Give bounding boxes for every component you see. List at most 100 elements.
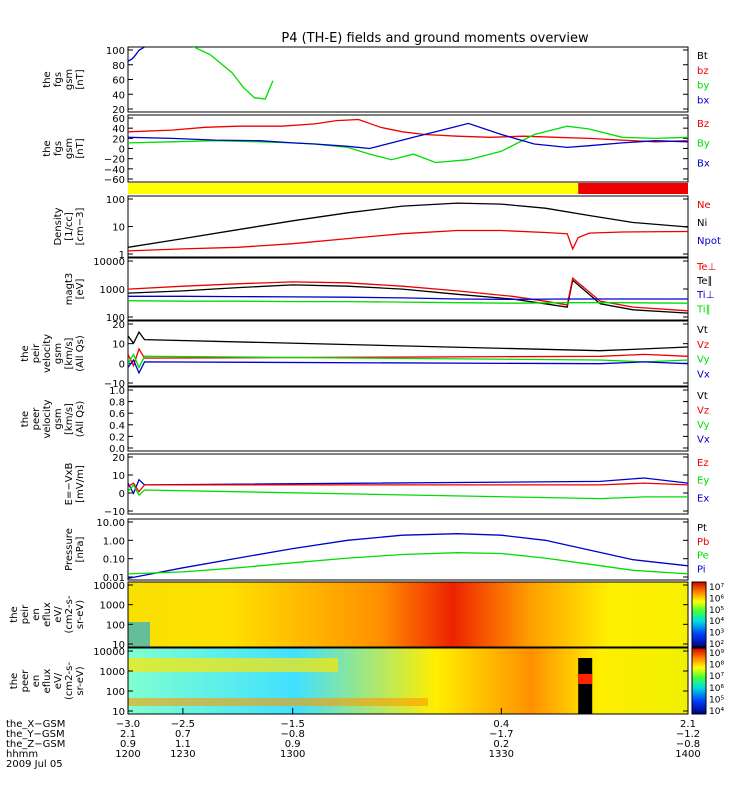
exb-legend-Ez: Ez — [697, 458, 709, 469]
peer-velocity-y-tick: 1.0 — [109, 386, 125, 397]
peer-spec-y-tick: 100 — [106, 687, 125, 698]
pressure-frame — [127, 518, 689, 581]
panel-mode-bar — [128, 183, 688, 194]
peir-spec-y-label: the — [9, 606, 20, 622]
fgs-bt-y-tick: 20 — [112, 105, 125, 116]
fgs-bt-y-tick: 60 — [112, 76, 125, 87]
fgs-gsm-y-tick: 60 — [112, 114, 125, 125]
peir-spec-y-label: peir — [20, 604, 31, 624]
x-row-value: 1.1 — [175, 739, 191, 750]
peer-velocity-y-tick: 0.6 — [109, 409, 125, 420]
peir-spec-y-label: eflux — [42, 602, 53, 627]
pressure-y-tick: 0.01 — [103, 573, 125, 584]
panel-magt3: 10000 1000 100 magt3 [eV] Te⊥ Te∥ Ti⊥ Ti∥ — [64, 257, 716, 324]
x-row-value: 0.9 — [120, 739, 136, 750]
magt3-legend-Te⊥: Te⊥ — [696, 262, 716, 273]
panel-fgs-bt: 100 80 60 40 20 the fgs gsm [nT] Bt bz by bx — [42, 46, 709, 116]
peir-velocity-y-tick: −10 — [104, 379, 125, 390]
exb-y-tick: 20 — [112, 453, 125, 464]
peer-gap-top — [578, 674, 593, 684]
magt3-y-label: [eV] — [75, 279, 86, 300]
pressure-y-tick: 10.00 — [96, 518, 125, 529]
panel-peer-velocity: 1.00.80.60.40.20.0 the peer velocity gsm [km/… — [20, 386, 710, 455]
peir-spec-frame — [127, 581, 689, 648]
peer-velocity-legend-Vz: Vz — [697, 406, 709, 417]
peir-spec-y-tick: 10000 — [93, 581, 125, 592]
density-y-tick: 10 — [112, 223, 125, 234]
peir-spec-colorbar-tick: 10⁶ — [709, 594, 724, 604]
peir-spec-colorbar — [691, 581, 707, 648]
peir-spec-colorbar-tick: 10⁷ — [709, 583, 724, 593]
peer-spec-y-label: (cm2-s- — [64, 662, 75, 700]
peer-velocity-y-tick: 0.4 — [109, 421, 125, 432]
peer-spec-y-tick: 1000 — [100, 667, 125, 678]
exb-y-label: E=−VxB — [64, 463, 75, 506]
peir-velocity-series-Vz — [128, 347, 688, 368]
peer-velocity-y-tick: 0.0 — [109, 444, 125, 455]
magt3-legend-Te∥: Te∥ — [696, 276, 713, 287]
peir-velocity-y-label: gsm — [53, 343, 64, 364]
peir-spec-y-label: (cm2-s- — [64, 595, 75, 633]
x-row-value: −2.5 — [171, 719, 195, 730]
fgs-bt-y-label: [nT] — [75, 69, 86, 89]
peer-lower-band — [128, 698, 428, 706]
peir-spec-y-label: en — [31, 608, 42, 621]
peer-gap — [578, 658, 593, 714]
peir-spec-heatmap — [128, 582, 688, 647]
fgs-gsm-series-By — [128, 125, 688, 164]
exb-y-label: [mV/m] — [75, 465, 86, 503]
fgs-gsm-legend-Bx: Bx — [697, 158, 710, 169]
pressure-series-Pi — [128, 533, 688, 580]
x-row-value: 1300 — [280, 749, 305, 760]
magt3-legend-Ti∥: Ti∥ — [696, 304, 711, 315]
fgs-bt-y-tick: 80 — [112, 61, 125, 72]
x-row-label: the_Y−GSM — [6, 729, 65, 740]
peer-velocity-legend-Vy: Vy — [697, 420, 710, 431]
fgs-bt-legend-Bt: Bt — [697, 51, 708, 62]
magt3-y-tick: 1000 — [100, 285, 125, 296]
magt3-series-Ti∥ — [128, 300, 688, 304]
peir-velocity-legend-Vz: Vz — [697, 340, 709, 351]
peer-velocity-y-label: peer — [31, 407, 42, 431]
panel-peir-velocity: 20 10 0 −10 the peir velocity gsm [km/s] (All Qs)… — [20, 320, 710, 390]
density-legend-Ni: Ni — [697, 218, 707, 229]
x-row-value: 0.2 — [493, 739, 509, 750]
peir-velocity-legend-Vx: Vx — [697, 369, 710, 380]
peer-velocity-y-label: the — [20, 411, 31, 427]
pressure-y-tick: 0.10 — [103, 555, 125, 566]
mode-bar-red — [578, 183, 688, 194]
peir-spec-y-tick: 1000 — [100, 601, 125, 612]
x-row-value: −1.2 — [676, 729, 700, 740]
fgs-bt-legend-bz: bz — [697, 66, 709, 77]
x-row-value: −0.8 — [676, 739, 700, 750]
panel-exb: 20 10 0 −10 E=−VxB [mV/m] Ez Ey Ex — [64, 453, 709, 518]
peer-spec-y-label: peer — [20, 669, 31, 693]
pressure-series-Pe — [128, 552, 688, 575]
fgs-gsm-y-label: gsm — [64, 138, 75, 159]
mode-bar-yellow — [128, 183, 579, 194]
peer-spec-colorbar-tick: 10⁶ — [709, 684, 724, 694]
peer-velocity-legend-Vt: Vt — [697, 391, 708, 402]
x-row-value: 0.4 — [493, 719, 509, 730]
density-y-label: Density — [53, 207, 64, 245]
peir-spec-colorbar-tick: 10² — [709, 640, 724, 650]
peir-velocity-series-Vx — [128, 358, 688, 375]
x-row-value: 1230 — [170, 749, 195, 760]
peer-velocity-y-label: (All Qs) — [75, 401, 86, 438]
fgs-gsm-y-label: fgs — [53, 141, 64, 156]
peer-spec-y-tick: 10000 — [93, 647, 125, 658]
peer-spec-y-label: eV/ — [53, 672, 64, 689]
peir-velocity-legend-Vy: Vy — [697, 355, 710, 366]
peer-spec-colorbar-tick: 10⁵ — [709, 695, 724, 705]
peir-velocity-y-label: (All Qs) — [75, 335, 86, 372]
x-row-label: the_Z−GSM — [6, 739, 65, 750]
density-y-tick: 100 — [106, 195, 125, 206]
fgs-bt-y-label: fgs — [53, 72, 64, 87]
fgs-gsm-y-label: [nT] — [75, 138, 86, 158]
fgs-gsm-y-tick: −60 — [104, 175, 125, 186]
peir-spec-y-label: sr-eV) — [75, 600, 86, 629]
peir-velocity-y-tick: 0 — [119, 359, 125, 370]
